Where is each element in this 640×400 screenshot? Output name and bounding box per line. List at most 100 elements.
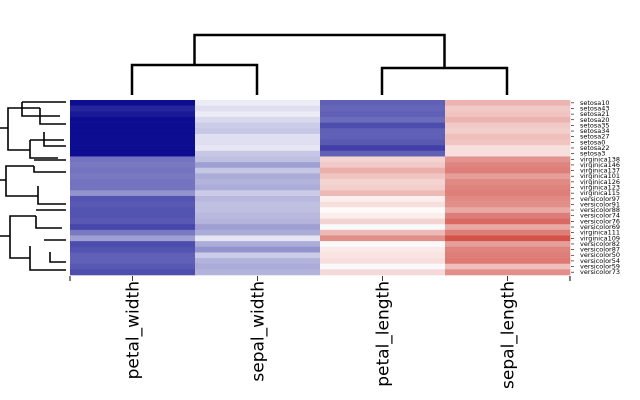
row-label: virginica138 (580, 155, 620, 163)
heatmap-cell (70, 111, 196, 118)
heatmap-cell (70, 252, 196, 259)
heatmap-cell (320, 162, 446, 169)
heatmap-cell (70, 122, 196, 129)
row-label: virginica146 (580, 161, 620, 169)
row-label: setosa10 (580, 99, 610, 107)
heatmap-cell (320, 133, 446, 140)
heatmap-cell (320, 128, 446, 135)
row-label: setosa22 (580, 144, 610, 152)
heatmap-cell (195, 218, 321, 225)
heatmap-cell (445, 145, 571, 152)
heatmap-cell (320, 207, 446, 214)
row-label: versicolor50 (580, 251, 620, 259)
heatmap-cell (320, 190, 446, 197)
heatmap-cell (320, 139, 446, 146)
heatmap-cell (70, 145, 196, 152)
row-label: virginica111 (580, 229, 620, 237)
heatmap-cell (445, 207, 571, 214)
heatmap (70, 100, 571, 276)
heatmap-cell (195, 252, 321, 259)
heatmap-cell (195, 235, 321, 242)
heatmap-cell (320, 241, 446, 248)
heatmap-cell (70, 105, 196, 112)
heatmap-cell (445, 162, 571, 169)
heatmap-cell (195, 111, 321, 118)
heatmap-cell (70, 269, 196, 276)
row-label: versicolor74 (580, 212, 620, 220)
heatmap-cell (70, 246, 196, 253)
heatmap-cell (195, 122, 321, 129)
column-label: sepal_width (249, 281, 269, 382)
heatmap-cell (445, 111, 571, 118)
heatmap-cell (70, 139, 196, 146)
heatmap-cell (320, 116, 446, 123)
heatmap-cell (195, 201, 321, 208)
row-label: virginica101 (580, 172, 620, 180)
row-label: versicolor54 (580, 257, 620, 265)
heatmap-cell (70, 173, 196, 180)
heatmap-cell (445, 235, 571, 242)
column-label: sepal_length (499, 281, 519, 389)
heatmap-cell (70, 235, 196, 242)
heatmap-cell (195, 133, 321, 140)
dendrogram-branch (0, 107, 40, 151)
heatmap-cell (195, 224, 321, 231)
heatmap-cell (195, 241, 321, 248)
heatmap-cell (445, 184, 571, 191)
heatmap-cell (195, 173, 321, 180)
heatmap-cell (320, 218, 446, 225)
heatmap-cell (445, 156, 571, 163)
heatmap-cell (195, 195, 321, 202)
heatmap-cell (320, 201, 446, 208)
row-label: setosa27 (580, 133, 610, 141)
row-label: setosa20 (580, 116, 610, 124)
heatmap-cell (320, 246, 446, 253)
row-label: versicolor91 (580, 200, 620, 208)
column-label: petal_width (124, 281, 144, 379)
row-label: setosa21 (580, 110, 610, 118)
heatmap-cell (320, 111, 446, 118)
row-label: virginica109 (580, 234, 620, 242)
row-label: virginica123 (580, 184, 620, 192)
heatmap-cell (195, 145, 321, 152)
heatmap-cell (70, 263, 196, 270)
heatmap-cell (320, 263, 446, 270)
heatmap-cell (70, 224, 196, 231)
row-label: setosa0 (580, 138, 605, 146)
heatmap-cell (445, 100, 571, 106)
heatmap-cell (195, 100, 321, 106)
heatmap-cell (445, 258, 571, 265)
column-dendrogram (130, 33, 509, 95)
heatmap-cell (195, 263, 321, 270)
heatmap-cell (195, 179, 321, 185)
dendrogram-branch (0, 209, 66, 271)
heatmap-cell (445, 269, 571, 276)
heatmap-cell (320, 156, 446, 163)
row-dendrogram (0, 101, 66, 271)
heatmap-cell (445, 173, 571, 180)
row-label: versicolor69 (580, 223, 620, 231)
row-label: virginica115 (580, 189, 620, 197)
heatmap-cell (70, 184, 196, 191)
heatmap-cell (195, 156, 321, 163)
heatmap-cell (445, 212, 571, 219)
heatmap-cell (70, 218, 196, 225)
heatmap-cell (195, 116, 321, 123)
heatmap-cell (445, 122, 571, 129)
heatmap-cell (320, 269, 446, 276)
row-label: versicolor59 (580, 263, 620, 271)
heatmap-cell (70, 241, 196, 248)
row-label: versicolor73 (580, 268, 620, 276)
heatmap-cell (445, 105, 571, 112)
heatmap-cell (445, 195, 571, 202)
heatmap-cell (445, 218, 571, 225)
row-label: versicolor87 (580, 246, 620, 254)
heatmap-cell (195, 212, 321, 219)
heatmap-cell (195, 139, 321, 146)
heatmap-cell (320, 252, 446, 259)
heatmap-cell (70, 162, 196, 169)
heatmap-cell (320, 122, 446, 129)
heatmap-cell (70, 258, 196, 265)
heatmap-cell (195, 105, 321, 112)
